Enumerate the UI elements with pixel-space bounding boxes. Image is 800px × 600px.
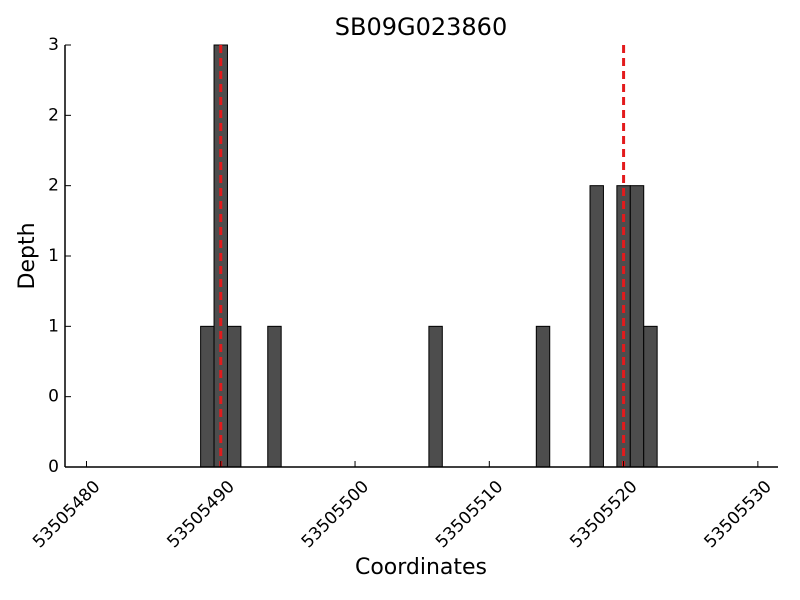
bar xyxy=(535,325,551,468)
chart-title: SB09G023860 xyxy=(335,13,507,41)
y-tick-label: 2 xyxy=(48,176,59,196)
x-tick-label: 53505520 xyxy=(566,477,641,552)
y-tick-label: 0 xyxy=(48,387,59,407)
y-tick-label: 1 xyxy=(48,246,59,266)
y-axis-label: Depth xyxy=(15,222,40,289)
bar xyxy=(643,325,658,468)
bar xyxy=(267,325,282,468)
y-tick-label: 1 xyxy=(48,316,59,336)
x-tick-label: 53505510 xyxy=(432,477,507,552)
bar xyxy=(428,325,443,468)
bar xyxy=(226,325,242,468)
x-tick-label: 53505530 xyxy=(701,477,776,552)
bar xyxy=(629,185,645,468)
bar xyxy=(589,185,604,468)
y-tick-label: 0 xyxy=(48,457,59,477)
bar xyxy=(200,325,215,468)
x-tick-label: 53505490 xyxy=(163,477,238,552)
y-tick-label: 2 xyxy=(48,105,59,125)
x-tick-label: 53505480 xyxy=(29,477,104,552)
y-tick-label: 3 xyxy=(48,35,59,55)
x-axis-label: Coordinates xyxy=(355,555,487,580)
x-tick-label: 53505500 xyxy=(298,477,373,552)
